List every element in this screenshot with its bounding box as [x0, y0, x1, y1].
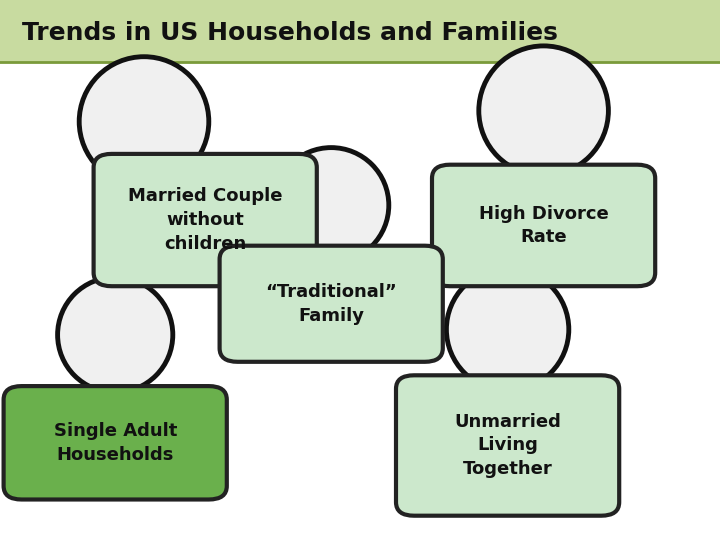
- Text: High Divorce
Rate: High Divorce Rate: [479, 205, 608, 246]
- FancyBboxPatch shape: [432, 165, 655, 286]
- Text: Trends in US Households and Families: Trends in US Households and Families: [22, 22, 557, 45]
- FancyBboxPatch shape: [0, 0, 720, 62]
- Text: Single Adult
Households: Single Adult Households: [53, 422, 177, 464]
- FancyBboxPatch shape: [396, 375, 619, 516]
- Ellipse shape: [58, 277, 173, 393]
- Text: Married Couple
without
children: Married Couple without children: [128, 187, 282, 253]
- FancyBboxPatch shape: [94, 154, 317, 286]
- Ellipse shape: [446, 268, 569, 390]
- FancyBboxPatch shape: [4, 386, 227, 500]
- FancyBboxPatch shape: [220, 246, 443, 362]
- Ellipse shape: [479, 46, 608, 176]
- Text: Unmarried
Living
Together: Unmarried Living Together: [454, 413, 561, 478]
- Text: “Traditional”
Family: “Traditional” Family: [266, 283, 397, 325]
- Ellipse shape: [79, 57, 209, 186]
- Ellipse shape: [274, 147, 389, 263]
